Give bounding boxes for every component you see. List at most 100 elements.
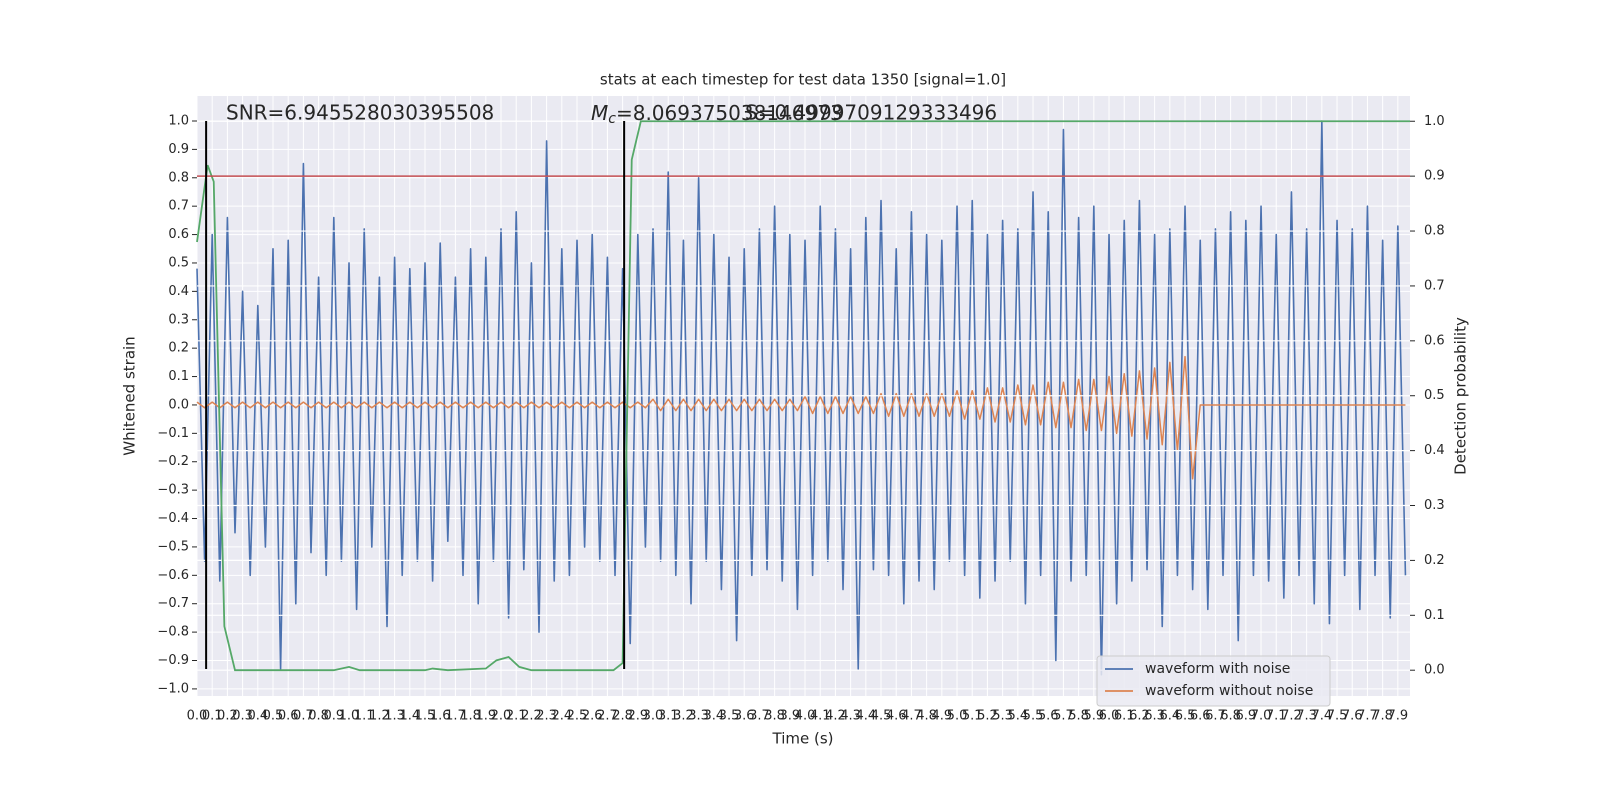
- mc-annotation: Mc=8.069375038146973: [591, 101, 843, 128]
- y-tick-label: −0.3: [157, 483, 189, 498]
- x-tick-label: 3.1: [658, 709, 679, 724]
- y-tick-label: 0.3: [168, 312, 189, 327]
- x-tick-label: 4.5: [871, 709, 892, 724]
- x-tick-label: 0.4: [247, 709, 268, 724]
- x-tick-label: 0.3: [232, 709, 253, 724]
- x-tick-label: 3.5: [719, 709, 740, 724]
- x-tick-label: 1.4: [399, 709, 420, 724]
- x-tick-label: 1.0: [339, 709, 360, 724]
- series-line: [196, 355, 1406, 480]
- y2-tick-label: 0.5: [1424, 388, 1445, 403]
- y-tick-label: 0.4: [168, 284, 189, 299]
- y-tick-label: 0.0: [168, 397, 189, 412]
- x-tick-label: 6.0: [1099, 709, 1120, 724]
- x-tick-label: 1.8: [460, 709, 481, 724]
- x-tick-label: 4.0: [795, 709, 816, 724]
- y-tick-label: −0.4: [157, 511, 189, 526]
- x-tick-label: 3.9: [779, 709, 800, 724]
- x-tick-label: 0.0: [187, 709, 208, 724]
- y-tick-label: 0.2: [168, 341, 189, 356]
- x-tick-label: 7.0: [1251, 709, 1272, 724]
- series-line: [196, 120, 1407, 676]
- y-tick-label: −1.0: [157, 681, 189, 696]
- x-tick-label: 1.9: [475, 709, 496, 724]
- y2-tick-label: 0.1: [1424, 608, 1445, 623]
- x-tick-label: 5.0: [947, 709, 968, 724]
- x-tick-label: 7.4: [1311, 709, 1332, 724]
- x-axis-label: Time (s): [772, 730, 834, 748]
- x-tick-label: 2.2: [521, 709, 542, 724]
- y-tick-label: −0.2: [157, 454, 189, 469]
- x-tick-label: 0.8: [308, 709, 329, 724]
- x-tick-label: 7.8: [1372, 709, 1393, 724]
- x-tick-label: 1.1: [354, 709, 375, 724]
- x-tick-label: 6.8: [1220, 709, 1241, 724]
- x-tick-label: 5.1: [962, 709, 983, 724]
- x-tick-label: 3.2: [673, 709, 694, 724]
- x-tick-label: 3.7: [749, 709, 770, 724]
- x-tick-label: 2.1: [506, 709, 527, 724]
- y2-tick-label: 0.7: [1424, 278, 1445, 293]
- over-layer: [196, 120, 1410, 672]
- x-tick-label: 4.7: [901, 709, 922, 724]
- legend-box: [1096, 655, 1331, 707]
- x-tick-label: 0.6: [278, 709, 299, 724]
- x-tick-label: 2.9: [627, 709, 648, 724]
- y2-tick-label: 0.3: [1424, 498, 1445, 513]
- x-tick-label: 5.5: [1023, 709, 1044, 724]
- x-tick-label: 7.7: [1357, 709, 1378, 724]
- x-tick-label: 3.4: [703, 709, 724, 724]
- x-tick-label: 1.7: [445, 709, 466, 724]
- y2-tick-label: 1.0: [1424, 114, 1445, 129]
- x-tick-label: 6.3: [1144, 709, 1165, 724]
- x-tick-label: 5.8: [1068, 709, 1089, 724]
- x-tick-label: 3.0: [643, 709, 664, 724]
- y-tick-label: 0.9: [168, 142, 189, 157]
- x-tick-label: 2.3: [536, 709, 557, 724]
- x-tick-label: 5.7: [1053, 709, 1074, 724]
- x-tick-label: 4.3: [840, 709, 861, 724]
- x-tick-label: 3.6: [734, 709, 755, 724]
- y2-tick-label: 0.4: [1424, 443, 1445, 458]
- x-tick-label: 7.3: [1296, 709, 1317, 724]
- y-tick-label: −0.7: [157, 596, 189, 611]
- x-tick-label: 7.2: [1281, 709, 1302, 724]
- x-tick-label: 7.9: [1387, 709, 1408, 724]
- x-tick-label: 5.2: [977, 709, 998, 724]
- mc-value: =8.069375038146973: [616, 101, 843, 125]
- x-tick-label: 4.2: [825, 709, 846, 724]
- x-tick-label: 2.4: [551, 709, 572, 724]
- x-tick-label: 2.7: [597, 709, 618, 724]
- x-tick-label: 4.6: [886, 709, 907, 724]
- x-tick-label: 5.3: [992, 709, 1013, 724]
- x-tick-label: 4.9: [931, 709, 952, 724]
- x-tick-label: 6.7: [1205, 709, 1226, 724]
- x-tick-label: 6.9: [1235, 709, 1256, 724]
- x-tick-label: 3.8: [764, 709, 785, 724]
- y-tick-label: 0.7: [168, 199, 189, 214]
- x-tick-label: 1.2: [369, 709, 390, 724]
- x-tick-label: 2.0: [491, 709, 512, 724]
- x-tick-label: 6.1: [1114, 709, 1135, 724]
- mc-symbol: M: [591, 101, 608, 125]
- y-tick-label: −0.9: [157, 653, 189, 668]
- y-tick-label: 0.8: [168, 170, 189, 185]
- x-tick-label: 5.9: [1083, 709, 1104, 724]
- x-tick-label: 6.4: [1159, 709, 1180, 724]
- legend: waveform with noise waveform without nois…: [1096, 655, 1331, 707]
- x-tick-label: 4.1: [810, 709, 831, 724]
- y-tick-label: −0.5: [157, 539, 189, 554]
- x-tick-label: 6.5: [1175, 709, 1196, 724]
- x-tick-label: 2.8: [612, 709, 633, 724]
- x-tick-label: 0.1: [202, 709, 223, 724]
- x-tick-label: 4.8: [916, 709, 937, 724]
- snr-annotation: SNR=6.945528030395508: [226, 101, 494, 125]
- y2-tick-label: 0.2: [1424, 553, 1445, 568]
- mc-subscript: c: [608, 111, 616, 127]
- y2-axis-label: Detection probability: [1452, 317, 1470, 475]
- y-tick-label: −0.8: [157, 625, 189, 640]
- s-annotation: S=0.4999709129333496: [745, 101, 997, 125]
- y-axis-label: Whitened strain: [121, 336, 139, 455]
- x-tick-label: 1.6: [430, 709, 451, 724]
